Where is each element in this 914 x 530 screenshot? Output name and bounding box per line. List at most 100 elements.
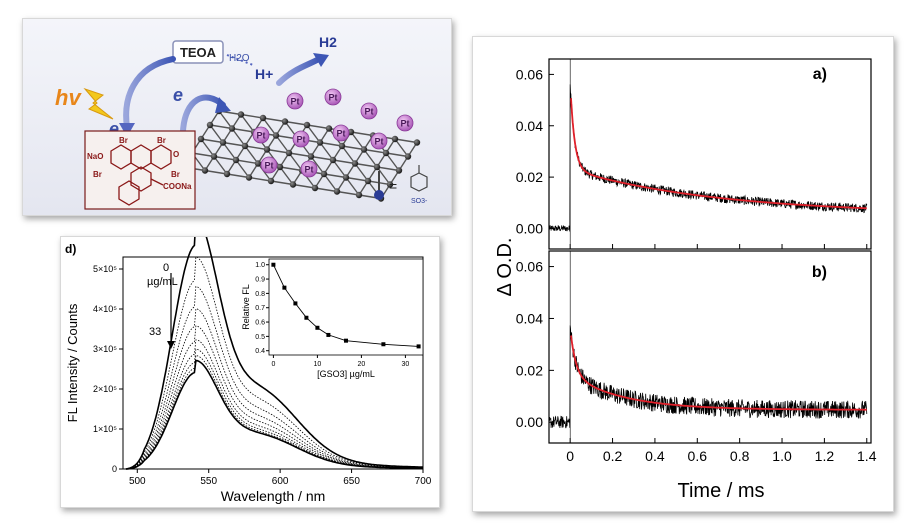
- graphene-atom: [201, 167, 209, 174]
- graphene-atom: [285, 149, 293, 157]
- graphene-bond: [350, 131, 374, 137]
- fl-curve-0: [125, 216, 424, 470]
- graphene-atom: [223, 170, 231, 178]
- graphene-bond: [310, 156, 325, 175]
- fl-xtick-label: 500: [129, 476, 146, 487]
- arrow-head-icon: [119, 123, 135, 137]
- od-ytick-label: 0.06: [516, 66, 543, 82]
- od-label-a: a): [813, 66, 827, 83]
- pt-label: Pt: [375, 137, 384, 147]
- lightning-icon: [83, 87, 114, 120]
- inset-point: [344, 338, 348, 343]
- pt-particle: [360, 102, 378, 120]
- sulfonate-legend: = SO3-: [374, 165, 428, 205]
- graphene-atom: [355, 191, 363, 199]
- pt-particle: [324, 88, 342, 106]
- graphene-atom: [311, 184, 319, 192]
- graphene-bond: [200, 138, 224, 144]
- dye-box: [84, 130, 196, 210]
- h2-arrow: [276, 56, 322, 86]
- inset-point: [326, 332, 331, 337]
- graphene-bond: [314, 187, 338, 193]
- arrow-bottom-label: 33: [149, 326, 161, 338]
- graphene-bond: [235, 159, 250, 178]
- graphene-atom: [245, 174, 253, 181]
- graphene-atom: [391, 135, 399, 143]
- graphene-bond: [262, 117, 286, 123]
- arrow-down-icon: [167, 341, 175, 349]
- dye-br-label: Br: [119, 136, 128, 145]
- graphene-bond: [244, 145, 259, 164]
- dye-o-label: O: [173, 150, 179, 159]
- graphene-bond: [257, 163, 272, 182]
- graphene-bond: [292, 183, 316, 189]
- graphene-bond: [222, 142, 237, 161]
- fl-ytick-label: 1×10⁵: [93, 424, 117, 434]
- graphene-bond: [204, 169, 228, 175]
- inset-ytick-label: 0.5: [255, 334, 265, 341]
- graphene-atom: [373, 163, 381, 171]
- graphene-bond: [310, 155, 334, 161]
- graphene-atom: [325, 125, 333, 132]
- od-xtick-label: 0: [566, 448, 574, 464]
- graphene-atom: [338, 142, 346, 150]
- pt-particle: [396, 114, 414, 132]
- inset-xlabel: [GSO3] µg/mL: [317, 369, 375, 379]
- graphene-bond: [354, 163, 369, 182]
- od-xtick-label: 0.4: [645, 448, 665, 464]
- graphene-bond: [279, 166, 303, 172]
- graphene-bond: [350, 131, 365, 150]
- inset-point: [271, 262, 276, 267]
- graphene-bond: [218, 110, 233, 129]
- graphene-bond: [240, 113, 264, 119]
- graphene-bond: [385, 152, 400, 171]
- arrow-head-icon: [313, 53, 329, 67]
- graphene-bond: [354, 162, 378, 168]
- graphene-atom: [395, 167, 403, 174]
- pt-label: Pt: [305, 165, 314, 175]
- pt-particle: [370, 132, 388, 150]
- inset-ytick-label: 0.8: [255, 291, 265, 298]
- proton-label: H+: [255, 66, 273, 82]
- od-panel: 0.00 0.02 0.04 0.06 0.00 0.02 0.04 0.06 0 0.2 0.4 0…: [472, 36, 894, 512]
- od-label-b: b): [812, 264, 827, 281]
- arrow-top-unit: µg/mL: [147, 276, 178, 288]
- graphene-bond: [191, 152, 215, 158]
- graphene-bond: [319, 141, 343, 147]
- pt-particles: Pt Pt Pt Pt Pt Pt Pt Pt Pt Pt: [252, 88, 414, 178]
- pt-particle: [260, 156, 278, 174]
- graphene-bond: [231, 128, 246, 147]
- hv-label: hv: [55, 85, 82, 110]
- scheme-panel: hv TEOA e e H2O H+ H2 Pt Pt Pt Pt Pt Pt Pt Pt Pt…: [22, 18, 452, 216]
- graphene-atom: [382, 149, 390, 157]
- pt-label: Pt: [291, 97, 300, 107]
- od-ytick-label: 0.00: [516, 220, 543, 236]
- fl-curve-4: [125, 286, 423, 470]
- graphene-atom: [364, 177, 372, 185]
- od-xtick-label: 0.2: [603, 448, 623, 464]
- graphene-bond: [323, 173, 338, 192]
- graphene-bond: [376, 166, 391, 185]
- fl-xtick-label: 700: [415, 476, 432, 487]
- dye-br-label: Br: [93, 170, 102, 179]
- legend-group: SO3-: [411, 198, 428, 205]
- graphene-atom: [347, 128, 355, 136]
- fl-curve-6: [125, 308, 424, 470]
- pt-label: Pt: [297, 135, 306, 145]
- graphene-atom: [316, 139, 324, 146]
- fl-inset-chart: 0 10 20 30 0.4 0.5 0.6 0.7 0.8 0.9 1.0 [GSO3] µg/mL…: [241, 258, 424, 379]
- fl-xtick-label: 650: [343, 476, 360, 487]
- graphene-bond: [284, 120, 308, 126]
- inset-ytick-label: 1.0: [255, 262, 265, 269]
- graphene-atom: [281, 118, 289, 125]
- graphene-bond: [226, 173, 250, 179]
- electron-arrow-1: [123, 56, 176, 130]
- fl-curve-12: [125, 339, 423, 470]
- graphene-bond: [345, 177, 360, 196]
- od-trace-0: [548, 84, 868, 232]
- fl-plot-frame: [122, 256, 424, 470]
- dye-structure: [110, 144, 172, 206]
- graphene-bond: [213, 156, 228, 175]
- inset-ytick-label: 0.7: [255, 305, 265, 312]
